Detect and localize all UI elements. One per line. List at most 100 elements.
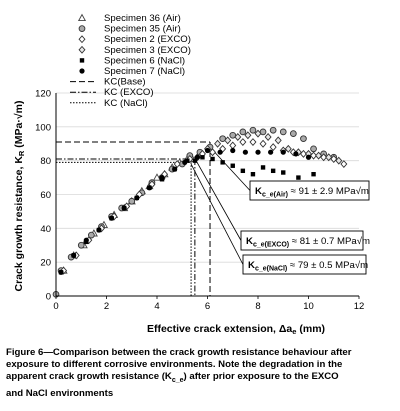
legend-marker [78,25,86,32]
data-point [260,165,266,170]
series-6 [58,147,312,275]
data-point [242,149,248,155]
caption-line-3-post: ) after prior exposure to the EXCO [183,371,339,383]
data-point [269,143,277,152]
x-tick-label: 10 [303,301,314,312]
data-point [270,168,276,174]
data-point [200,155,205,160]
legend-label: Specimen 3 (EXCO) [104,45,191,56]
annotation-text: Kc_e(Air) ≈ 91 ± 2.9 MPa√m [255,186,369,199]
data-point [123,202,131,211]
data-point [296,175,301,180]
annotation-box: Kc_e(Air) ≈ 91 ± 2.9 MPa√m [249,180,370,201]
data-point [305,154,312,160]
annotation-box: Kc_e(NaCl) ≈ 79 ± 0.5 MPa√m [242,254,368,275]
x-tick-label: 12 [354,301,365,312]
series-3 [60,138,348,275]
data-point [249,138,257,147]
data-point [284,144,292,153]
annotation-frame [240,230,364,251]
x-tick-label: 2 [104,301,109,312]
x-axis-label: Effective crack extension, Δae (mm) [147,323,325,336]
data-point [255,149,261,155]
data-point [214,139,222,148]
data-point [311,172,316,177]
data-point [234,133,242,141]
data-point [77,241,85,249]
data-point [279,128,287,136]
data-point [250,172,256,177]
legend-label: Specimen 7 (NaCl) [104,66,185,77]
legend-label: Specimen 2 (EXCO) [104,34,191,45]
data-point [71,252,77,258]
data-point [268,149,274,155]
annotation-frame [242,254,367,275]
data-point [320,153,328,162]
caption-line-2: exposure to different corrosive environm… [6,359,343,371]
annotation-boxes: Kc_e(Air) ≈ 91 ± 2.9 MPa√m Kc_e(EXCO) ≈ 8… [240,180,370,275]
legend-item: Specimen 3 (EXCO) [78,45,191,56]
data-point [249,126,257,134]
data-point [310,151,318,160]
data-point [192,158,198,163]
y-tick-label: 40 [40,224,51,235]
x-tick-label: 8 [255,301,260,312]
data-point [194,154,200,160]
annotation-text: Kc_e(EXCO) ≈ 81 ± 0.7 MPa√m [246,236,370,249]
y-tick-label: 120 [35,89,51,100]
legend-label: KC (EXCO) [104,87,154,98]
axes [55,93,360,299]
crack-growth-chart: 0 20 40 60 80 100 120 0 2 4 6 8 10 12 Specimen 36 (Ai… [13,13,370,336]
data-point [229,131,237,139]
tick-labels: 0 20 40 60 80 100 120 0 2 4 6 8 10 12 [35,89,364,313]
data-point [330,154,338,163]
legend-item: Specimen 36 (Air) [77,13,181,24]
data-point [229,141,237,150]
legend-item: KC (NaCl) [70,98,148,109]
data-point [108,215,115,221]
legend-item: Specimen 35 (Air) [78,24,181,35]
annotation-text: Kc_e(NaCl) ≈ 79 ± 0.5 MPa√m [248,260,368,273]
legend-marker [79,68,85,74]
data-point [240,168,246,174]
data-point [244,131,252,140]
data-point [335,156,343,165]
data-point [300,135,307,143]
data-point [310,145,317,153]
y-tick-label: 20 [40,258,51,269]
leader-line [209,146,251,191]
legend-label: Specimen 35 (Air) [104,24,181,35]
annotation-frame [249,180,370,201]
data-point [83,237,89,243]
caption-line-4: and NaCl environments [6,387,114,399]
y-tick-label: 60 [40,190,51,201]
legend-item: KC (EXCO) [70,87,154,98]
caption-line-1: Figure 6—Comparison between the crack gr… [6,347,352,358]
data-point [239,138,247,147]
series-1 [59,154,197,274]
data-point [128,197,136,205]
legend-label: Specimen 36 (Air) [104,13,181,24]
data-point [159,174,165,181]
data-point [173,160,181,169]
data-point [280,149,286,155]
data-point [110,212,118,221]
data-point [220,160,225,165]
legend: Specimen 36 (Air)Specimen 35 (Air)Specim… [70,13,191,109]
data-point [281,170,286,175]
legend-item: Specimen 2 (EXCO) [78,34,191,45]
legend-marker [78,35,86,44]
data-point [315,151,323,160]
data-point [204,147,211,154]
y-axis-label: Crack growth resistance, KR (MPa·√m) [13,101,26,292]
data-point [58,269,64,275]
legend-label: KC(Base) [104,77,146,88]
data-point [254,129,262,138]
legend-label: Specimen 6 (NaCl) [104,55,185,66]
legend-marker [78,45,86,54]
data-point [293,151,299,157]
data-point [209,148,217,157]
data-point [239,128,247,136]
legend-label: KC (NaCl) [104,98,148,109]
data-point [269,126,277,134]
